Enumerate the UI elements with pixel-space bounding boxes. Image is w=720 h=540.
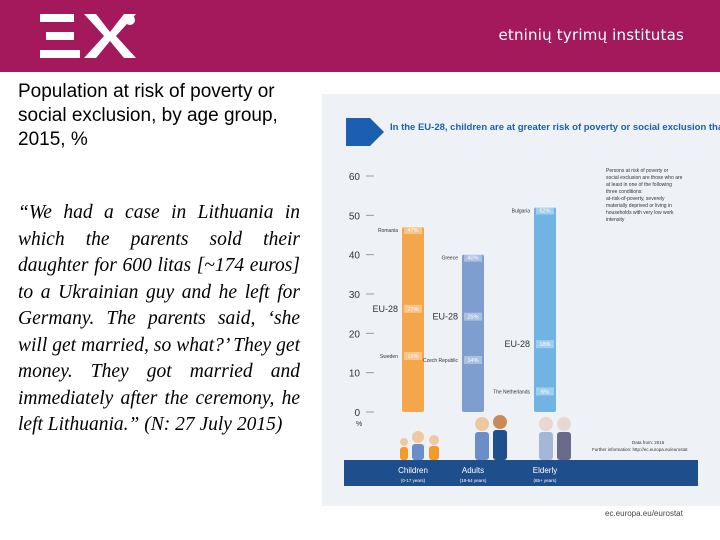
group-ages: (18-64 years) [460,478,487,483]
eu-value-label: 18% [539,342,550,348]
y-tick-label: 40 [349,251,361,262]
y-tick-label: 10 [349,369,361,380]
min-country-label: Sweden [380,354,398,360]
eu-label: EU-28 [432,312,458,322]
eu-value-label-bg [464,312,482,321]
definition-note: Persons at risk of poverty or social excl… [606,168,683,223]
source-note: Data from: 2015 Further information: http… [592,440,688,452]
y-tick-label: 0 [354,408,360,419]
slide-title: Population at risk of poverty or social … [18,81,278,150]
group-name: Adults [462,466,484,475]
bottom-band [344,460,698,486]
group-name: Children [398,466,428,475]
banner-arrow-icon [346,118,384,146]
y-tick-label: 50 [349,211,361,222]
bar-children [402,227,424,412]
footer-bar [322,507,720,540]
y-unit: % [356,421,362,428]
max-value-label: 47% [407,228,418,234]
infographic-svg: In the EU-28, children are at greater ri… [344,118,720,486]
min-value-label-bg [404,352,422,360]
min-value-label-bg [464,355,482,364]
eu-value-label: 27% [407,307,418,313]
header-bar: etninių tyrimų institutas [0,0,720,72]
y-tick-label: 20 [349,329,361,340]
max-value-label-bg [404,226,422,235]
eu-label: EU-28 [372,304,398,314]
group-ages: (0-17 years) [401,478,426,483]
eurostat-infographic: In the EU-28, children are at greater ri… [322,94,720,506]
min-value-label: 14% [467,358,478,364]
min-country-label: Czech Republic [423,358,459,364]
max-value-label-bg [464,253,482,262]
max-value-label-bg [536,206,554,215]
eu-value-label: 25% [467,315,478,321]
min-value-label: 6% [541,389,549,395]
max-country-label: Bulgaria [512,208,531,214]
group-name: Elderly [533,466,557,475]
eurostat-link[interactable]: ec.europa.eu/eurostat [605,509,683,518]
y-tick-label: 60 [349,172,361,183]
max-value-label: 40% [467,256,478,262]
min-country-label: The Netherlands [493,389,530,395]
group-ages: (65+ years) [534,478,557,483]
institute-name: etninių tyrimų institutas [498,26,684,44]
people-illustration [400,415,571,460]
max-country-label: Romania [378,228,398,234]
max-country-label: Greece [442,256,459,262]
eti-logo-icon [40,14,136,58]
eu-value-label-bg [404,304,422,313]
min-value-label-bg [536,387,554,396]
interview-quote: “We had a case in Lithuania in which the… [18,202,300,435]
min-value-label: 15% [407,354,418,360]
eu-value-label-bg [536,340,554,349]
bar-elderly [534,207,556,412]
bar-adults [462,254,484,412]
max-value-label: 52% [539,208,550,214]
y-tick-label: 30 [349,290,361,301]
banner-text: In the EU-28, children are at greater ri… [390,122,720,133]
eu-label: EU-28 [504,339,530,349]
